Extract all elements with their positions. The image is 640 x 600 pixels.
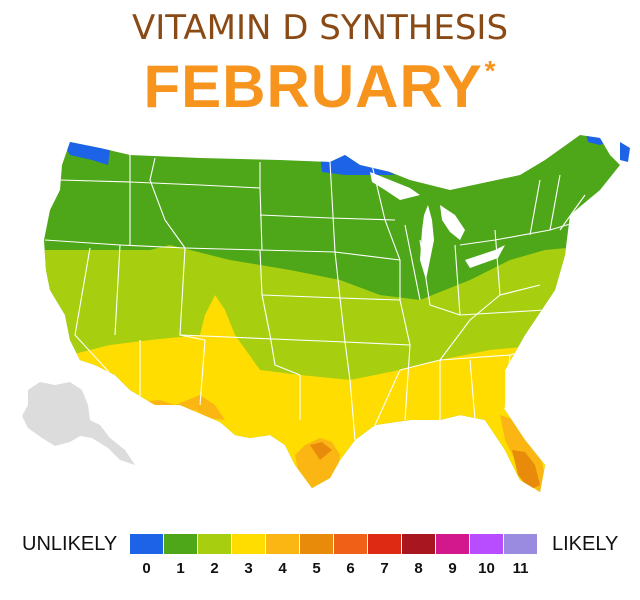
legend-unlikely-label: UNLIKELY bbox=[22, 533, 118, 555]
month-label: FEBRUARY bbox=[143, 53, 483, 120]
legend-swatch-6 bbox=[334, 534, 367, 554]
month-heading: FEBRUARY* bbox=[0, 52, 640, 121]
map-title: VITAMIN D SYNTHESIS bbox=[131, 8, 509, 48]
legend-value-8: 8 bbox=[414, 560, 423, 577]
legend-swatch-9 bbox=[436, 534, 469, 554]
state-borders bbox=[44, 155, 601, 441]
legend-swatch-11 bbox=[504, 534, 537, 554]
legend-value-2: 2 bbox=[210, 560, 219, 577]
legend-swatch-1 bbox=[164, 534, 197, 554]
legend-value-0: 0 bbox=[142, 560, 151, 577]
legend-swatch-10 bbox=[470, 534, 503, 554]
legend-swatch-4 bbox=[266, 534, 299, 554]
legend-value-5: 5 bbox=[312, 560, 321, 577]
legend-value-9: 9 bbox=[448, 560, 457, 577]
month-footnote-marker: * bbox=[484, 55, 497, 86]
legend-value-11: 11 bbox=[512, 560, 529, 577]
legend-swatch-0 bbox=[130, 534, 163, 554]
legend-swatch-2 bbox=[198, 534, 231, 554]
zone-level-5-florida bbox=[512, 450, 540, 490]
legend-swatch-3 bbox=[232, 534, 265, 554]
lake-superior bbox=[370, 172, 420, 200]
legend-swatch-5 bbox=[300, 534, 333, 554]
legend-value-3: 3 bbox=[244, 560, 253, 577]
legend-value-1: 1 bbox=[176, 560, 185, 577]
legend-value-4: 4 bbox=[278, 560, 287, 577]
maine-tip bbox=[620, 142, 630, 162]
lake-erie bbox=[465, 245, 505, 268]
legend-swatch-8 bbox=[402, 534, 435, 554]
legend-value-10: 10 bbox=[478, 560, 495, 577]
legend-likely-label: LIKELY bbox=[552, 533, 619, 555]
zone-level-0-minnesota bbox=[320, 152, 395, 175]
legend-value-7: 7 bbox=[380, 560, 389, 577]
alaska-shape bbox=[22, 382, 135, 465]
legend-swatch-7 bbox=[368, 534, 401, 554]
us-map bbox=[0, 120, 640, 520]
zone-level-5-texas bbox=[310, 442, 332, 460]
legend-value-6: 6 bbox=[346, 560, 355, 577]
lake-huron bbox=[440, 205, 465, 240]
